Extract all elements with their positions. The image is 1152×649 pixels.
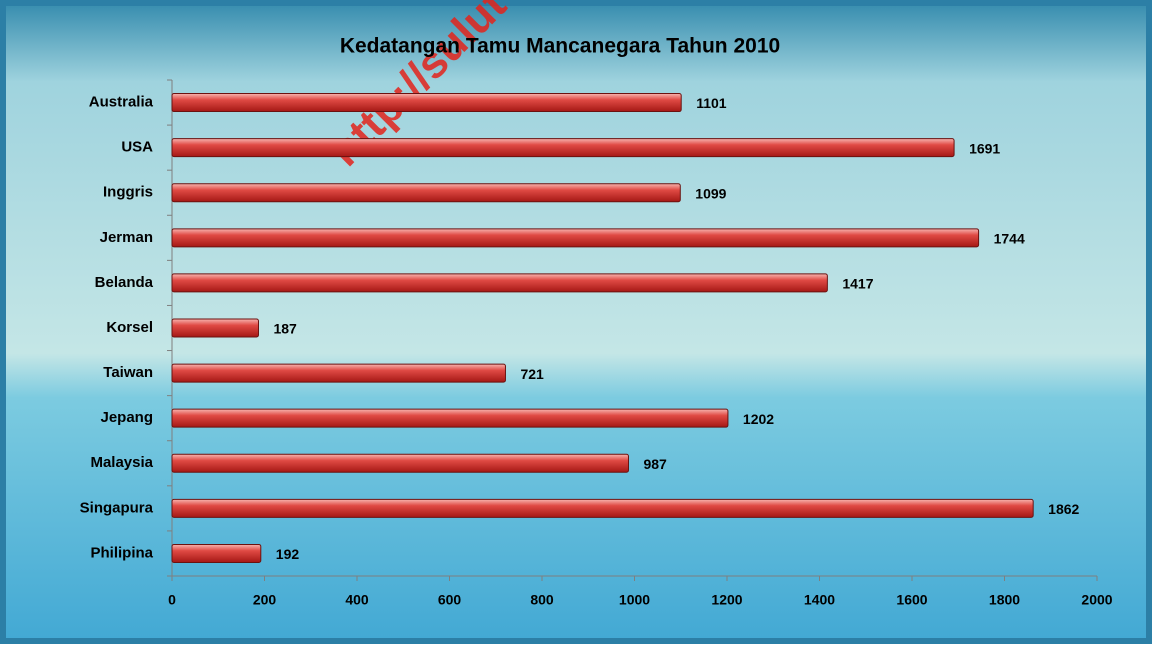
y-tick-label: Philipina: [90, 544, 153, 561]
value-label: 1862: [1048, 501, 1079, 517]
y-tick-label: Singapura: [80, 499, 154, 516]
y-tick-label: USA: [121, 139, 153, 156]
x-tick-label: 0: [168, 592, 176, 608]
x-tick-label: 800: [530, 592, 554, 608]
bar: [172, 139, 954, 157]
bar: [172, 274, 827, 292]
value-label: 1099: [695, 185, 726, 201]
x-tick-label: 1200: [711, 592, 742, 608]
value-label: 987: [643, 456, 667, 472]
bar: [172, 184, 680, 202]
y-tick-label: Korsel: [106, 319, 153, 336]
x-tick-label: 1000: [619, 592, 650, 608]
bar: [172, 229, 979, 247]
bar: [172, 499, 1033, 517]
value-label: 1744: [994, 231, 1025, 247]
bar: [172, 364, 505, 382]
x-tick-label: 600: [438, 592, 462, 608]
value-label: 721: [520, 366, 544, 382]
x-tick-label: 1800: [989, 592, 1020, 608]
x-tick-label: 400: [345, 592, 369, 608]
bar: [172, 94, 681, 112]
y-tick-label: Inggris: [103, 184, 153, 201]
y-tick-label: Taiwan: [103, 364, 153, 381]
y-tick-label: Australia: [89, 94, 154, 111]
bar: [172, 544, 261, 562]
value-label: 1101: [696, 95, 727, 111]
x-tick-label: 200: [253, 592, 277, 608]
chart-title: Kedatangan Tamu Mancanegara Tahun 2010: [340, 35, 780, 58]
y-tick-label: Malaysia: [90, 454, 153, 471]
bar: [172, 409, 728, 427]
bar: [172, 319, 258, 337]
value-label: 192: [276, 546, 300, 562]
x-tick-label: 1600: [896, 592, 927, 608]
value-label: 1202: [743, 411, 774, 427]
y-tick-label: Jepang: [100, 409, 153, 426]
x-tick-label: 2000: [1081, 592, 1112, 608]
x-tick-label: 1400: [804, 592, 835, 608]
page: {"chart_data": {"type": "bar", "orientat…: [0, 0, 1152, 644]
chart: http://sulut Kedatangan Tamu Mancanegara…: [0, 0, 1152, 644]
bar: [172, 454, 628, 472]
value-label: 187: [273, 321, 297, 337]
y-tick-label: Jerman: [100, 229, 153, 246]
value-label: 1691: [969, 140, 1000, 156]
y-tick-label: Belanda: [95, 274, 154, 291]
value-label: 1417: [842, 276, 873, 292]
